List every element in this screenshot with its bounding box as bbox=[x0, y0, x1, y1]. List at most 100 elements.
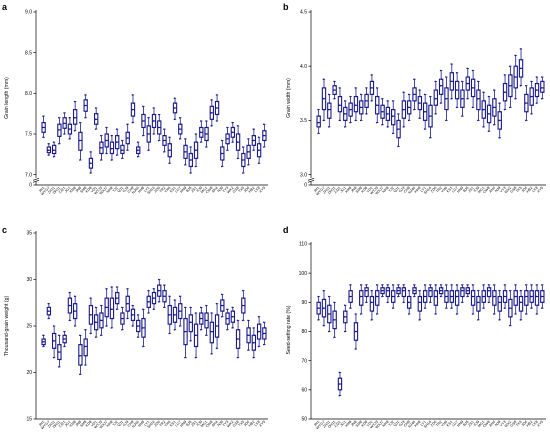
point-c-35-1 bbox=[227, 323, 229, 325]
point-c-24-4 bbox=[168, 295, 170, 297]
point-a-2-0 bbox=[52, 155, 55, 158]
point-b-26-0 bbox=[455, 106, 458, 109]
point-b-13-4 bbox=[386, 100, 389, 102]
point-c-10-4 bbox=[94, 306, 97, 309]
point-a-18-2 bbox=[136, 149, 139, 151]
point-c-41-3 bbox=[258, 323, 261, 325]
point-d-30-4 bbox=[477, 289, 479, 292]
point-a-32-3 bbox=[211, 105, 214, 108]
x-tick-label-c-31: MG1 bbox=[200, 420, 208, 428]
point-d-2-3 bbox=[329, 304, 331, 306]
point-d-17-1 bbox=[409, 307, 411, 309]
point-c-36-2 bbox=[231, 315, 233, 318]
x-tick-label-c-6: XM8 bbox=[69, 420, 77, 428]
point-b-1-2 bbox=[322, 97, 325, 100]
point-a-25-4 bbox=[173, 97, 176, 99]
point-c-25-2 bbox=[173, 314, 176, 316]
point-a-40-1 bbox=[253, 144, 256, 147]
x-tick-label-d-41: LX8 bbox=[531, 420, 538, 427]
point-b-12-3 bbox=[382, 104, 384, 106]
point-a-16-3 bbox=[127, 131, 130, 134]
point-a-17-4 bbox=[131, 94, 134, 96]
point-d-42-1 bbox=[542, 301, 544, 304]
point-c-3-1 bbox=[59, 358, 61, 361]
point-b-5-3 bbox=[345, 106, 347, 109]
point-c-23-4 bbox=[163, 284, 165, 286]
point-c-36-3 bbox=[232, 310, 235, 312]
point-d-39-4 bbox=[525, 284, 527, 286]
point-c-31-1 bbox=[206, 327, 208, 329]
x-tick-label-d-30: FJ9 bbox=[473, 420, 480, 427]
point-a-34-2 bbox=[220, 152, 223, 155]
x-tick-label-b-31: MG1 bbox=[477, 186, 485, 194]
point-a-26-2 bbox=[178, 128, 181, 130]
point-a-11-4 bbox=[100, 134, 102, 137]
point-c-16-4 bbox=[126, 288, 128, 290]
x-tick-label-b-26: LG7 bbox=[451, 186, 459, 194]
point-b-31-3 bbox=[483, 100, 486, 102]
point-d-37-0 bbox=[514, 313, 516, 315]
point-c-7-1 bbox=[80, 364, 82, 366]
x-tick-label-a-4: ZJ21 bbox=[58, 186, 66, 194]
point-a-42-3 bbox=[264, 129, 266, 132]
point-d-38-2 bbox=[519, 301, 522, 304]
point-b-12-4 bbox=[381, 97, 383, 100]
point-c-13-2 bbox=[110, 308, 113, 311]
point-a-30-0 bbox=[199, 141, 202, 143]
point-a-10-2 bbox=[94, 118, 97, 121]
point-b-24-1 bbox=[446, 108, 448, 111]
point-b-22-1 bbox=[435, 104, 438, 106]
point-a-11-3 bbox=[101, 141, 103, 143]
x-tick-label-b-37: GS8 bbox=[509, 186, 517, 194]
point-a-16-2 bbox=[126, 137, 128, 139]
point-a-13-4 bbox=[110, 134, 113, 137]
point-a-7-1 bbox=[80, 149, 82, 151]
point-d-24-4 bbox=[445, 284, 447, 286]
x-tick-label-c-13: NH8 bbox=[106, 420, 114, 428]
point-c-20-1 bbox=[148, 306, 151, 309]
point-b-17-3 bbox=[409, 100, 411, 102]
point-a-19-4 bbox=[142, 105, 144, 108]
point-b-35-1 bbox=[504, 100, 507, 102]
x-tick-label-c-29: ZS1 bbox=[190, 420, 197, 427]
x-tick-label-b-16: GJ3 bbox=[398, 186, 405, 193]
point-b-39-0 bbox=[525, 119, 527, 122]
point-c-11-1 bbox=[101, 327, 103, 329]
x-tick-label-d-1: WYG7 bbox=[315, 420, 325, 430]
point-b-13-3 bbox=[387, 106, 390, 109]
x-tick-label-c-28: BJ5 bbox=[185, 420, 192, 427]
point-c-18-2 bbox=[136, 325, 139, 327]
point-b-36-3 bbox=[510, 74, 512, 76]
x-tick-label-c-17: CH9 bbox=[127, 420, 135, 428]
point-c-14-3 bbox=[117, 291, 119, 294]
box-d-8 bbox=[359, 290, 364, 306]
point-a-6-1 bbox=[75, 123, 77, 125]
point-d-3-2 bbox=[333, 319, 335, 321]
point-d-29-2 bbox=[471, 295, 474, 298]
y-tick-label-d-4: 90 bbox=[301, 300, 307, 306]
x-tick-label-a-29: ZS1 bbox=[190, 186, 197, 193]
point-d-37-2 bbox=[514, 295, 516, 298]
point-a-42-2 bbox=[263, 134, 265, 137]
y-tick-label-a-1: 7.0 bbox=[25, 172, 32, 178]
point-c-15-2 bbox=[121, 317, 123, 320]
point-d-33-2 bbox=[493, 295, 495, 298]
point-d-21-1 bbox=[430, 295, 432, 298]
point-b-22-3 bbox=[435, 89, 438, 91]
point-a-6-2 bbox=[73, 116, 76, 119]
x-tick-label-b-19: HH8 bbox=[414, 186, 422, 194]
point-b-7-3 bbox=[355, 95, 358, 98]
x-tick-label-a-36: WX2 bbox=[226, 186, 234, 194]
x-tick-label-a-9: KD8 bbox=[85, 186, 93, 194]
box-c-7 bbox=[78, 344, 83, 366]
point-b-11-0 bbox=[375, 121, 378, 124]
point-d-20-4 bbox=[423, 284, 426, 286]
point-a-35-2 bbox=[226, 138, 228, 140]
point-c-17-1 bbox=[132, 319, 135, 322]
point-c-37-2 bbox=[236, 338, 239, 340]
point-c-26-0 bbox=[178, 325, 181, 327]
point-a-23-2 bbox=[163, 139, 165, 142]
point-b-35-2 bbox=[503, 91, 506, 93]
point-d-10-3 bbox=[371, 295, 374, 298]
x-tick-label-b-33: AH4 bbox=[488, 186, 496, 194]
